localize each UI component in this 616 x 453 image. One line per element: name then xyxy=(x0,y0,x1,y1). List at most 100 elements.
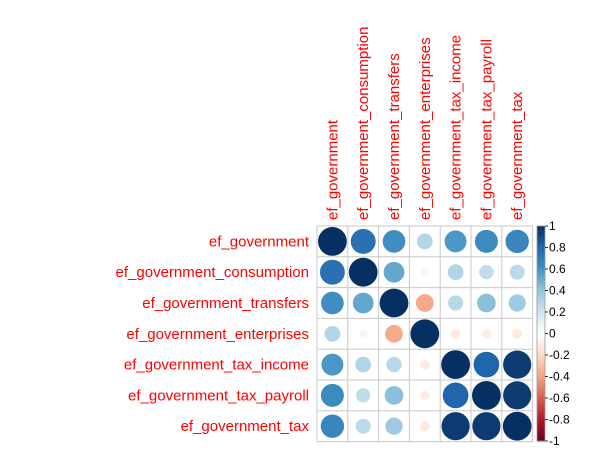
colorbar-segment xyxy=(537,361,545,365)
colorbar-segment xyxy=(537,339,545,343)
colorbar-segment xyxy=(537,284,545,287)
colorbar-segment xyxy=(537,404,545,408)
colorbar-segment xyxy=(537,417,545,421)
colorbar-segment xyxy=(537,344,545,347)
colorbar-segment xyxy=(537,398,545,401)
corr-circle-ef_government_tax-ef_government_enterprises xyxy=(419,421,430,432)
colorbar-segment xyxy=(537,314,545,317)
colorbar-segment xyxy=(537,253,545,257)
corr-circle-ef_government_enterprises-ef_government_tax_income xyxy=(450,329,461,339)
corr-circle-ef_government_enterprises-ef_government_consumption xyxy=(359,329,368,338)
colorbar-segment xyxy=(537,391,545,395)
colorbar-segment xyxy=(537,301,545,304)
colorbar-segment xyxy=(537,438,545,442)
row-label-ef_government_enterprises: ef_government_enterprises xyxy=(126,326,309,343)
colorbar-segment xyxy=(537,346,545,350)
colorbar-tick-label: -0.2 xyxy=(549,348,570,362)
colorbar-segment xyxy=(537,251,545,255)
colorbar-segment xyxy=(537,432,545,436)
corr-circle-ef_government-ef_government xyxy=(318,227,347,256)
colorbar-segment xyxy=(537,378,545,382)
colorbar-segment xyxy=(537,335,545,339)
corr-circle-ef_government_tax-ef_government_tax_payroll xyxy=(472,412,501,441)
colorbar-segment xyxy=(537,266,545,270)
corr-circle-ef_government_tax_income-ef_government_enterprises xyxy=(420,359,430,370)
corr-circle-ef_government-ef_government_tax xyxy=(505,229,529,254)
colorbar-segment xyxy=(537,238,545,242)
colorbar-segment xyxy=(537,408,545,412)
colorbar-segment xyxy=(537,430,545,433)
colorbar-segment xyxy=(537,271,545,274)
corr-circle-ef_government_consumption-ef_government_tax_payroll xyxy=(479,265,494,280)
corr-circle-ef_government_transfers-ef_government_transfers xyxy=(379,288,409,318)
corr-circle-ef_government_transfers-ef_government xyxy=(321,291,344,315)
colorbar-segment xyxy=(537,350,545,354)
row-label-ef_government: ef_government xyxy=(209,233,310,250)
corr-circle-ef_government_tax_payroll-ef_government_enterprises xyxy=(420,390,430,400)
colorbar-segment xyxy=(537,292,545,296)
col-label-ef_government_enterprises: ef_government_enterprises xyxy=(417,37,434,220)
colorbar-segment xyxy=(537,357,545,360)
colorbar-segment xyxy=(537,380,545,384)
corr-circle-ef_government-ef_government_transfers xyxy=(382,230,406,253)
colorbar-segment xyxy=(537,275,545,279)
col-label-ef_government_consumption: ef_government_consumption xyxy=(355,27,372,220)
colorbar-segment xyxy=(537,262,545,266)
corr-circle-ef_government_consumption-ef_government xyxy=(319,259,345,285)
corr-circle-ef_government_consumption-ef_government_transfers xyxy=(383,261,405,283)
colorbar-segment xyxy=(537,359,545,363)
colorbar-segment xyxy=(537,281,545,285)
colorbar-segment xyxy=(537,385,545,388)
colorbar-segment xyxy=(537,370,545,373)
corr-circle-ef_government_tax-ef_government xyxy=(320,414,345,438)
colorbar-segment xyxy=(537,324,545,328)
corr-circle-ef_government_transfers-ef_government_tax_income xyxy=(447,295,464,311)
corr-circle-ef_government-ef_government_enterprises xyxy=(416,233,433,250)
colorbar-segment xyxy=(537,258,545,261)
colorbar-segment xyxy=(537,395,545,399)
colorbar-segment xyxy=(537,296,545,300)
colorbar-segment xyxy=(537,425,545,429)
corr-circle-ef_government_tax_payroll-ef_government xyxy=(320,383,344,407)
colorbar-tick-label: 0.2 xyxy=(549,305,566,319)
colorbar-segment xyxy=(537,256,545,259)
colorbar-segment xyxy=(537,372,545,375)
colorbar-segment xyxy=(537,415,545,418)
corr-circle-ef_government_transfers-ef_government_tax_payroll xyxy=(477,293,496,313)
grid-frame xyxy=(316,225,534,443)
colorbar-segment xyxy=(537,305,545,309)
corr-circle-ef_government_transfers-ef_government_tax xyxy=(508,294,526,312)
corr-circle-ef_government_tax-ef_government_transfers xyxy=(385,417,403,435)
colorbar-segment xyxy=(537,226,545,229)
colorbar-segment xyxy=(537,419,545,423)
colorbar-segment xyxy=(537,329,545,332)
colorbar-segment xyxy=(537,376,545,380)
col-label-ef_government_tax_income: ef_government_tax_income xyxy=(448,35,465,220)
corr-circle-ef_government-ef_government_consumption xyxy=(350,228,376,254)
colorbar-segment xyxy=(537,247,545,251)
colorbar-segment xyxy=(537,389,545,393)
colorbar-segment xyxy=(537,333,545,337)
colorbar-tick-label: 0.4 xyxy=(549,284,566,298)
colorbar-segment xyxy=(537,243,545,246)
colorbar-segment xyxy=(537,307,545,311)
colorbar-segment xyxy=(537,260,545,264)
colorbar-tick-label: 0 xyxy=(549,327,556,341)
colorbar-segment xyxy=(537,286,545,289)
corr-circle-ef_government_transfers-ef_government_enterprises xyxy=(415,294,434,312)
colorbar-segment xyxy=(537,434,545,438)
colorbar-segment xyxy=(537,387,545,390)
colorbar-segment xyxy=(537,374,545,378)
corr-circle-ef_government_tax_payroll-ef_government_consumption xyxy=(356,388,371,403)
colorbar-segment xyxy=(537,382,545,386)
corr-circle-ef_government_tax-ef_government_consumption xyxy=(355,418,371,434)
colorbar-segment xyxy=(537,355,545,358)
colorbar-segment xyxy=(537,322,545,326)
corr-circle-ef_government_consumption-ef_government_enterprises xyxy=(420,268,429,277)
colorbar-segment xyxy=(537,269,545,272)
col-label-ef_government: ef_government xyxy=(324,119,341,220)
corr-circle-ef_government-ef_government_tax_income xyxy=(444,230,467,253)
colorbar-segment xyxy=(537,290,545,294)
corr-circle-ef_government_tax_payroll-ef_government_transfers xyxy=(384,386,404,405)
row-label-ef_government_tax: ef_government_tax xyxy=(181,418,310,435)
